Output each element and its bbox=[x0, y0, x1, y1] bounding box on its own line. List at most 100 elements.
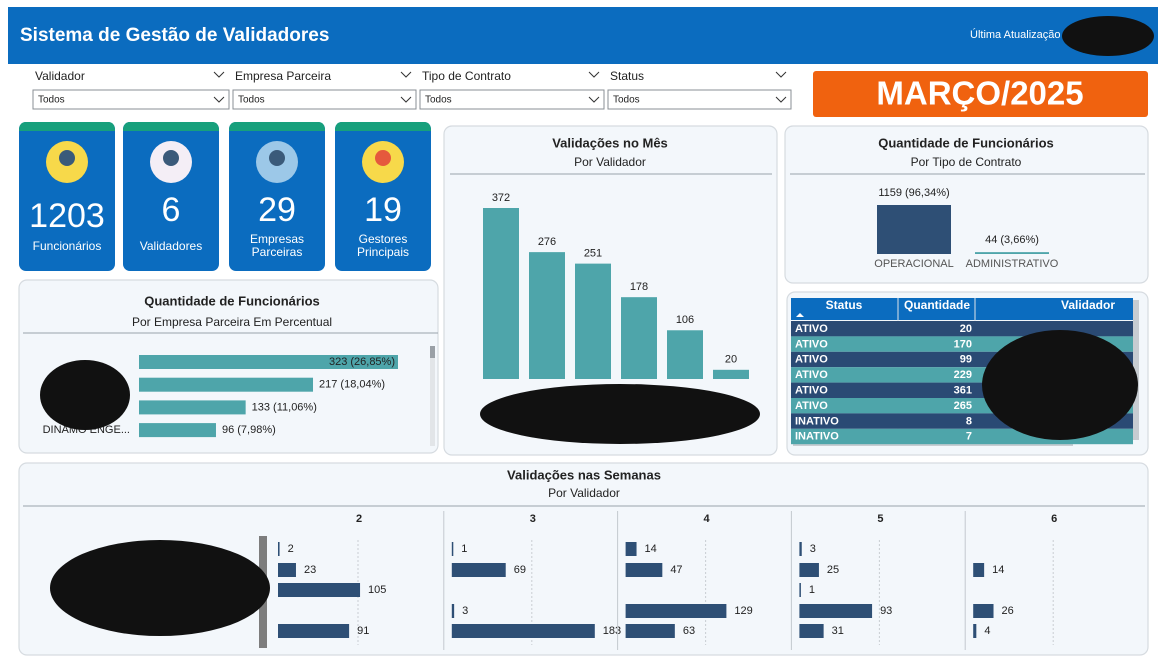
sort-icon bbox=[796, 313, 804, 317]
filter-dropdown[interactable] bbox=[607, 89, 792, 110]
bar bbox=[451, 563, 506, 577]
data-label: 63 bbox=[683, 625, 695, 637]
facet-label: 4 bbox=[704, 513, 711, 525]
facet-label: 2 bbox=[356, 513, 362, 525]
data-label: 276 bbox=[538, 236, 556, 248]
bar bbox=[451, 624, 595, 638]
redaction bbox=[982, 330, 1138, 440]
data-label: 93 bbox=[880, 605, 892, 617]
kpi-icon-detail bbox=[269, 150, 285, 166]
kpi-icon-detail bbox=[59, 150, 75, 166]
data-label: 105 bbox=[368, 584, 386, 596]
bar bbox=[529, 252, 565, 379]
kpi-card bbox=[335, 122, 431, 271]
scrollbar bbox=[430, 346, 435, 446]
bar bbox=[625, 624, 675, 638]
kpi-top-strip bbox=[19, 122, 115, 131]
chevron bbox=[213, 96, 225, 103]
data-label: 91 bbox=[357, 625, 369, 637]
filter-value: Todos bbox=[613, 95, 640, 106]
data-label: 69 bbox=[514, 564, 526, 576]
chart-subtitle: Por Tipo de Contrato bbox=[911, 155, 1022, 169]
bar bbox=[799, 604, 873, 618]
kpi-label: Funcionários bbox=[33, 239, 102, 253]
filter-dropdown[interactable] bbox=[232, 89, 417, 110]
chevron bbox=[400, 71, 412, 78]
data-label: 3 bbox=[462, 605, 468, 617]
kpi-card bbox=[123, 122, 219, 271]
data-label: 26 bbox=[1002, 605, 1014, 617]
kpi-label: Gestores Principais bbox=[357, 232, 409, 259]
panel bbox=[784, 125, 1149, 284]
bar bbox=[667, 330, 703, 379]
bar bbox=[799, 563, 819, 577]
table-cell: ATIVO bbox=[795, 400, 828, 412]
table-cell: 8 bbox=[966, 415, 972, 427]
data-label: 323 (26,85%) bbox=[329, 356, 395, 368]
bar bbox=[278, 583, 361, 597]
data-label: 14 bbox=[645, 543, 657, 555]
data-label: 217 (18,04%) bbox=[319, 379, 385, 391]
updated-label: Última Atualização bbox=[970, 28, 1061, 41]
bar bbox=[139, 377, 314, 392]
bar bbox=[139, 400, 246, 415]
data-label: 44 (3,66%) bbox=[985, 234, 1039, 246]
scrollbar bbox=[1133, 300, 1139, 440]
chart-title: Validações nas Semanas bbox=[507, 467, 661, 482]
bar bbox=[877, 205, 951, 254]
bar bbox=[483, 208, 519, 379]
facet-label: 6 bbox=[1051, 513, 1057, 525]
data-label: 96 (7,98%) bbox=[222, 424, 276, 436]
data-label: 129 bbox=[734, 605, 752, 617]
data-label: 14 bbox=[992, 564, 1004, 576]
data-label: 23 bbox=[304, 564, 316, 576]
table-column-header: Quantidade bbox=[904, 298, 970, 312]
kpi-icon-detail bbox=[163, 150, 179, 166]
filter-dropdown[interactable] bbox=[419, 89, 605, 110]
bar bbox=[451, 604, 455, 618]
chevron bbox=[588, 71, 600, 78]
data-label: 1159 (96,34%) bbox=[878, 187, 949, 199]
table-cell: INATIVO bbox=[795, 415, 839, 427]
chart-subtitle: Por Empresa Parceira Em Percentual bbox=[132, 315, 332, 329]
kpi-cards: 1203 Funcionários 6 Validadores 29 Empresas Pa… bbox=[19, 122, 431, 271]
filter-dropdown[interactable] bbox=[32, 89, 230, 110]
x-tick-label: OPERACIONAL bbox=[874, 258, 953, 270]
table-cell: 265 bbox=[954, 400, 972, 412]
redaction bbox=[40, 360, 130, 430]
bar bbox=[625, 542, 637, 556]
bar bbox=[139, 423, 216, 438]
chart-subtitle: Por Validador bbox=[548, 486, 620, 500]
header-bar bbox=[8, 7, 1158, 64]
bar bbox=[799, 583, 801, 597]
bar bbox=[799, 542, 802, 556]
data-label: 178 bbox=[630, 281, 648, 293]
table-cell: 99 bbox=[960, 354, 972, 366]
header-title: Sistema de Gestão de Validadores bbox=[20, 25, 329, 46]
table-cell: 7 bbox=[966, 431, 972, 443]
kpi-card bbox=[19, 122, 115, 271]
kpi-card bbox=[229, 122, 325, 271]
redaction bbox=[480, 384, 760, 444]
kpi-value: 29 bbox=[258, 191, 296, 229]
bar bbox=[278, 624, 350, 638]
chevron bbox=[213, 71, 225, 78]
facet-label: 5 bbox=[877, 513, 883, 525]
data-label: 47 bbox=[670, 564, 682, 576]
filter-value: Todos bbox=[38, 95, 65, 106]
kpi-icon-detail bbox=[375, 150, 391, 166]
table-cell: 170 bbox=[954, 338, 972, 350]
filter-label: Status bbox=[610, 69, 644, 83]
chevron bbox=[775, 96, 787, 103]
filter-label: Tipo de Contrato bbox=[422, 69, 511, 83]
filters: Validador Todos Empresa Parceira Todos Tipo … bbox=[32, 69, 792, 110]
kpi-label: Empresas Parceiras bbox=[250, 232, 304, 259]
table-cell: ATIVO bbox=[795, 369, 828, 381]
table-cell: ATIVO bbox=[795, 385, 828, 397]
chart-title: Validações no Mês bbox=[552, 135, 668, 150]
chevron bbox=[400, 96, 412, 103]
bar bbox=[713, 369, 749, 379]
bar bbox=[975, 252, 1049, 254]
